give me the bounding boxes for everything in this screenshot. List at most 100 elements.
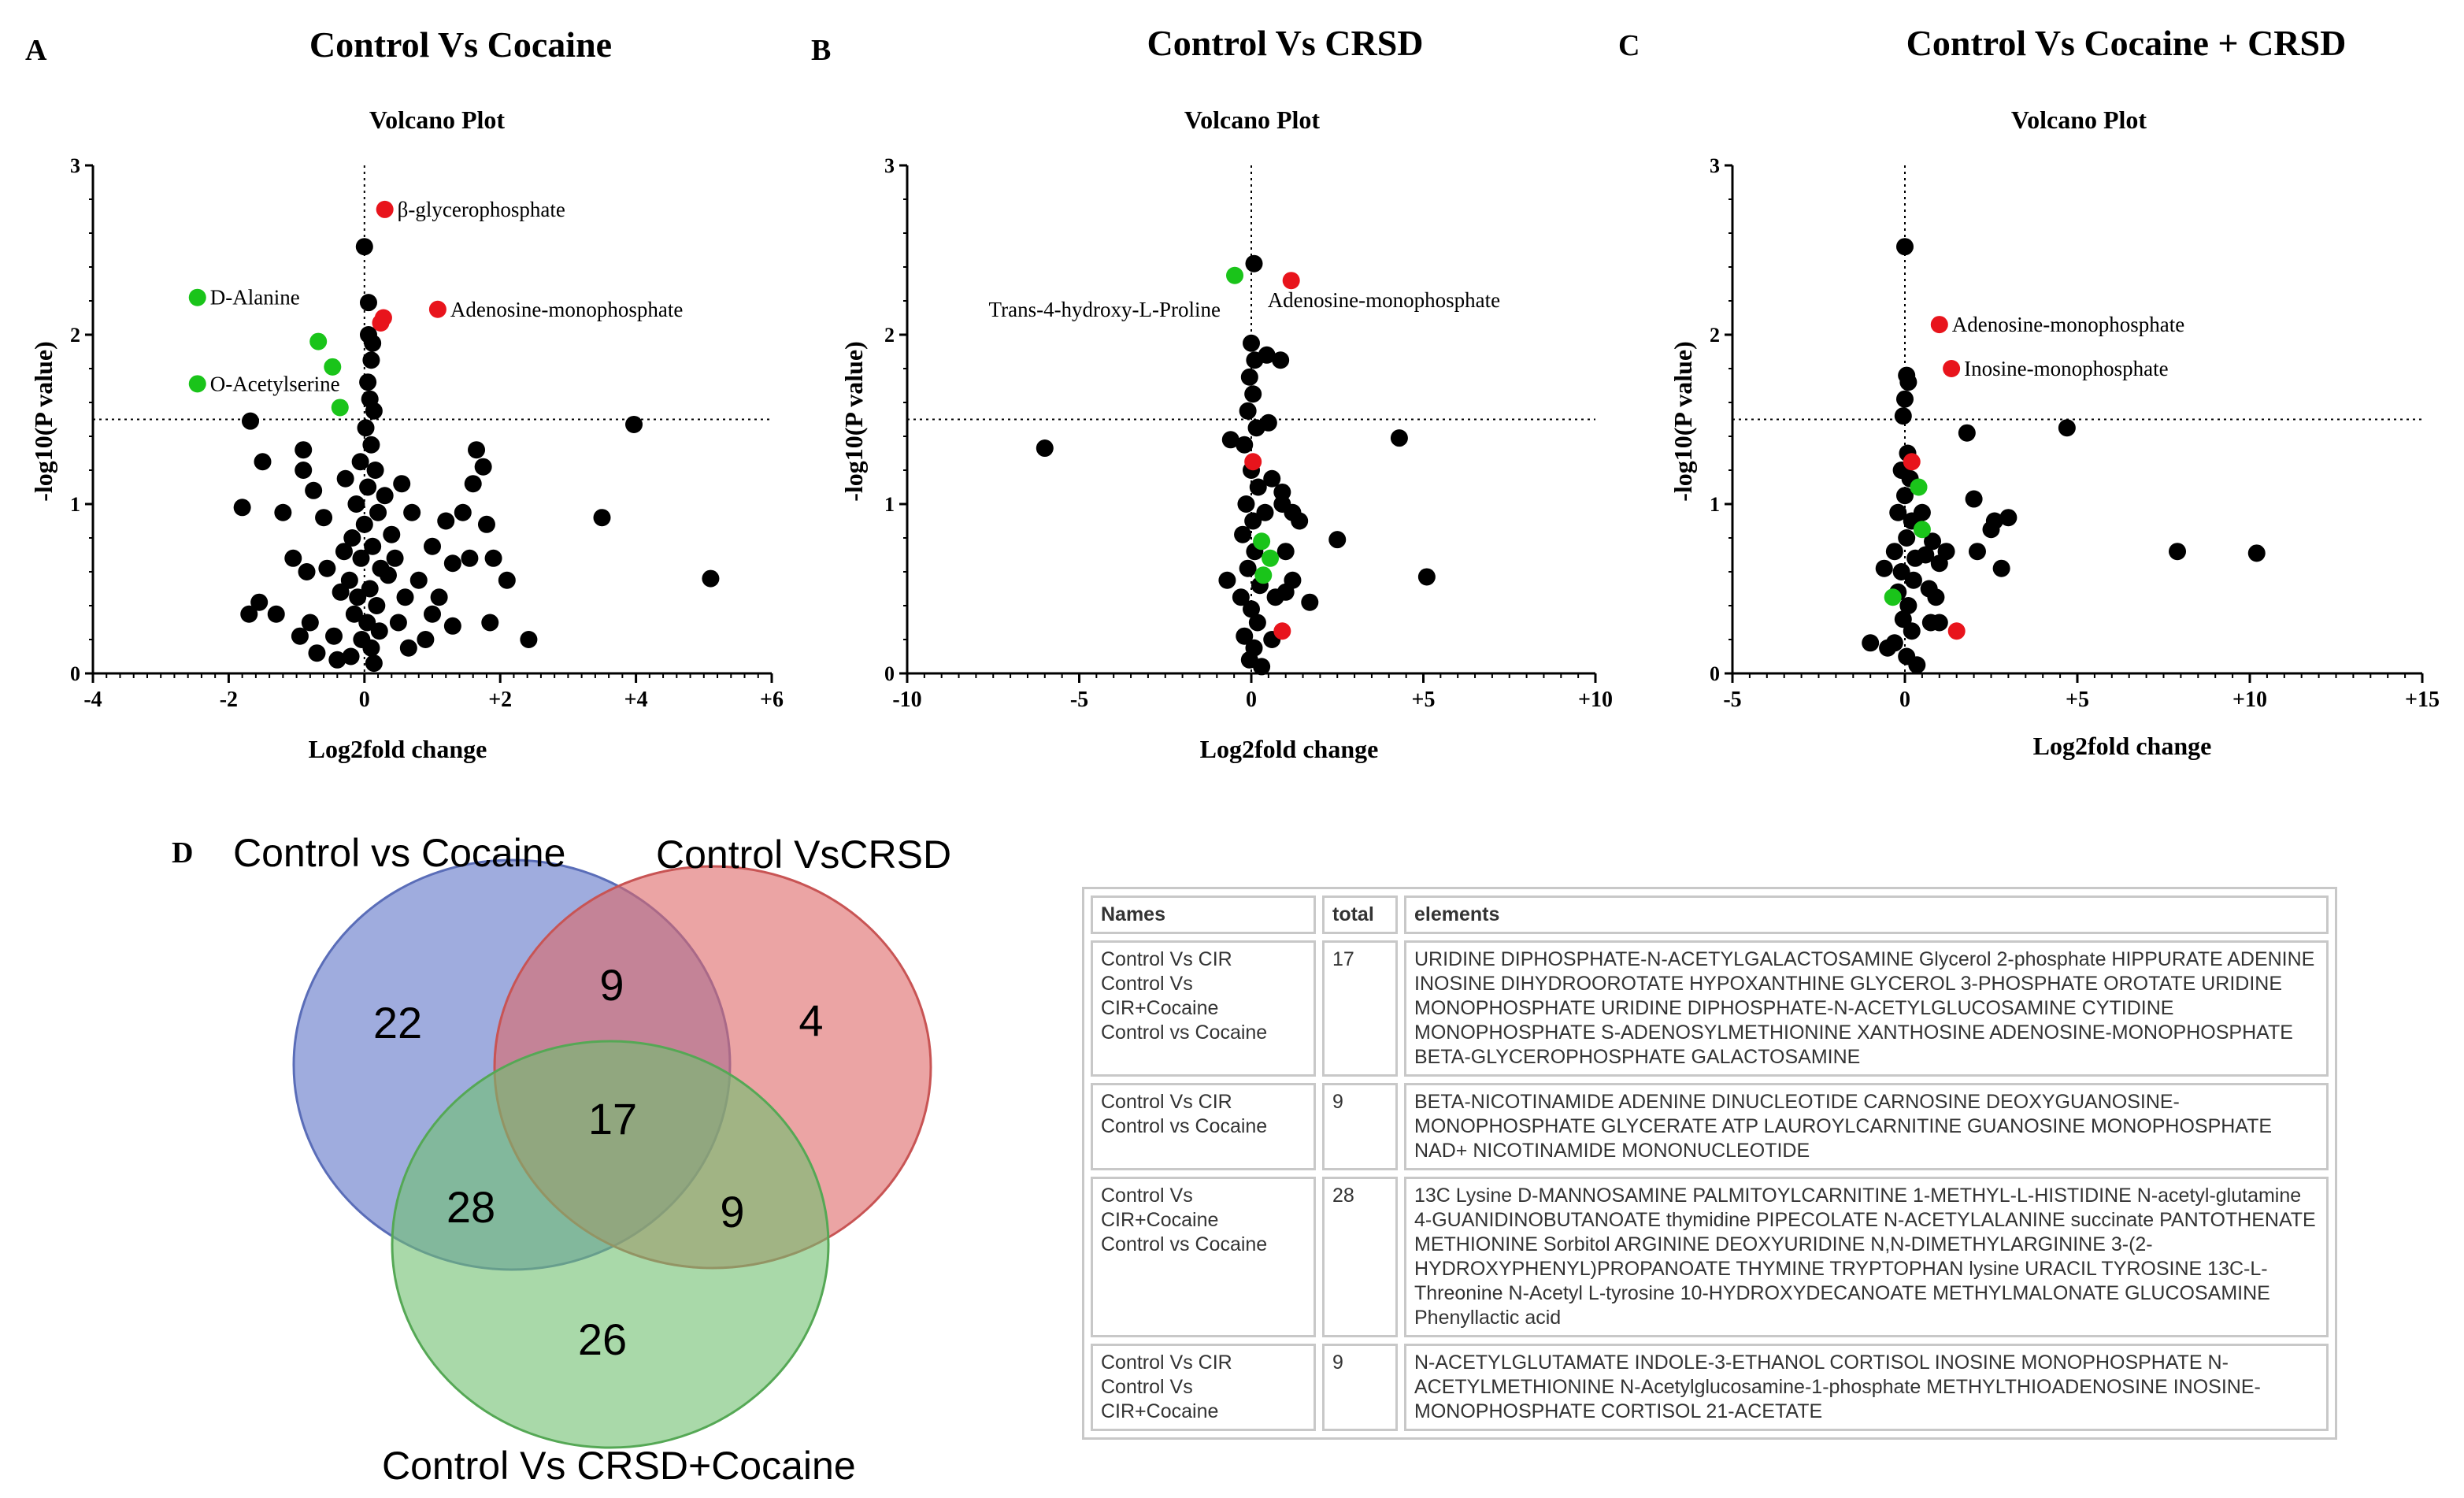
x-tick-label: +2 [488, 688, 512, 712]
data-point [484, 549, 502, 567]
venn-region-crsd-cocaine-only: 26 [578, 1314, 627, 1364]
names-line: Control Vs [1101, 1376, 1193, 1398]
data-point [1884, 588, 1902, 606]
x-tick-label: -4 [83, 688, 102, 712]
y-tick-label: 1 [884, 493, 895, 516]
data-point [1239, 559, 1257, 577]
data-point [1248, 614, 1266, 632]
panel-letter-b: B [811, 34, 831, 67]
data-point [1249, 478, 1267, 496]
data-point [1244, 385, 1262, 403]
data-point [1896, 238, 1914, 256]
header-total: total [1322, 895, 1398, 934]
data-point [336, 469, 354, 488]
data-point [355, 515, 373, 533]
point-annotation: Adenosine-monophosphate [1268, 288, 1500, 312]
data-point [328, 651, 346, 669]
data-point [1943, 360, 1961, 377]
data-point [403, 503, 421, 521]
venn-set-label-crsd: Control VsCRSD [656, 832, 951, 877]
data-point [372, 313, 390, 332]
data-point [335, 543, 353, 561]
names-line: Control vs Cocaine [1101, 1233, 1268, 1255]
data-point [1908, 656, 1926, 674]
data-point [364, 537, 382, 555]
row-total: 17 [1322, 940, 1398, 1077]
names-line: Control Vs CIR [1101, 1091, 1232, 1113]
row-total: 9 [1322, 1083, 1398, 1170]
data-point [389, 614, 407, 632]
x-tick-label: 0 [1246, 688, 1257, 712]
data-point [1899, 597, 1917, 614]
data-point [1036, 439, 1054, 458]
y-tick-label: 3 [1710, 154, 1720, 177]
data-point [1937, 543, 1955, 561]
data-point [1999, 509, 2018, 527]
data-point [369, 503, 387, 521]
names-line: Control vs Cocaine [1101, 1022, 1268, 1044]
panel-letter-c: C [1618, 29, 1640, 62]
x-axis-label: Log2fold change [309, 735, 487, 763]
venn-set-label-crsd-cocaine: Control Vs CRSD+Cocaine [382, 1444, 856, 1488]
panel-letter-a: A [25, 34, 47, 67]
data-point [1930, 614, 1948, 632]
panel-title-b: Control Vs CRSD [1147, 23, 1423, 63]
data-point [1262, 549, 1280, 567]
x-tick-label: 0 [1899, 688, 1910, 712]
data-point [1291, 512, 1309, 530]
data-point [291, 627, 309, 645]
data-point [362, 351, 380, 369]
x-tick-label: +10 [2232, 688, 2267, 712]
data-point [399, 639, 417, 657]
row-elements: N-ACETYLGLUTAMATE INDOLE-3-ETHANOL CORTI… [1404, 1344, 2329, 1431]
data-point [1910, 478, 1928, 496]
data-point [309, 332, 328, 350]
data-point [240, 605, 258, 623]
data-point [443, 617, 461, 635]
data-point [357, 419, 375, 437]
data-point [1240, 368, 1258, 386]
data-point [428, 300, 446, 318]
data-point [1243, 600, 1260, 618]
table-row: Control Vs CIR+Cocaine Control vs Cocain… [1091, 1177, 2329, 1337]
data-point [468, 441, 486, 459]
data-point [295, 441, 313, 459]
data-point [1913, 503, 1931, 521]
data-point [379, 566, 397, 584]
data-point [1244, 453, 1262, 471]
data-point [417, 631, 435, 648]
data-point [1903, 622, 1921, 640]
y-tick-label: 3 [884, 154, 895, 177]
panel-letter-d: D [172, 836, 193, 870]
data-point [1236, 436, 1254, 454]
data-point [366, 462, 384, 479]
x-axis-label: Log2fold change [1200, 735, 1379, 763]
y-axis-label: -log10(P value) [1669, 341, 1697, 502]
data-point [1899, 373, 1917, 391]
y-tick-label: 2 [70, 324, 80, 347]
data-point [1985, 512, 2003, 530]
venn-diagram: Control vs Cocaine Control VsCRSD Contro… [233, 831, 951, 1488]
x-tick-label: +5 [2066, 688, 2089, 712]
data-point [267, 605, 285, 623]
data-point [1282, 272, 1300, 290]
names-line: Control Vs CIR [1101, 1352, 1232, 1374]
data-point [477, 515, 495, 533]
data-point [1917, 546, 1935, 564]
data-point [1236, 627, 1254, 645]
data-point [362, 436, 380, 454]
data-point [1253, 658, 1271, 676]
row-elements: URIDINE DIPHOSPHATE-N-ACETYLGALACTOSAMIN… [1404, 940, 2329, 1077]
data-point [1390, 429, 1408, 447]
x-tick-label: +10 [1578, 688, 1613, 712]
y-tick-label: 0 [1710, 662, 1720, 685]
data-point [474, 458, 492, 476]
x-tick-label: +5 [1412, 688, 1436, 712]
y-tick-label: 0 [884, 662, 895, 685]
data-point [1913, 521, 1931, 539]
data-point [1258, 346, 1276, 364]
data-point [520, 631, 538, 648]
data-point [376, 487, 394, 505]
data-point [1301, 593, 1319, 611]
